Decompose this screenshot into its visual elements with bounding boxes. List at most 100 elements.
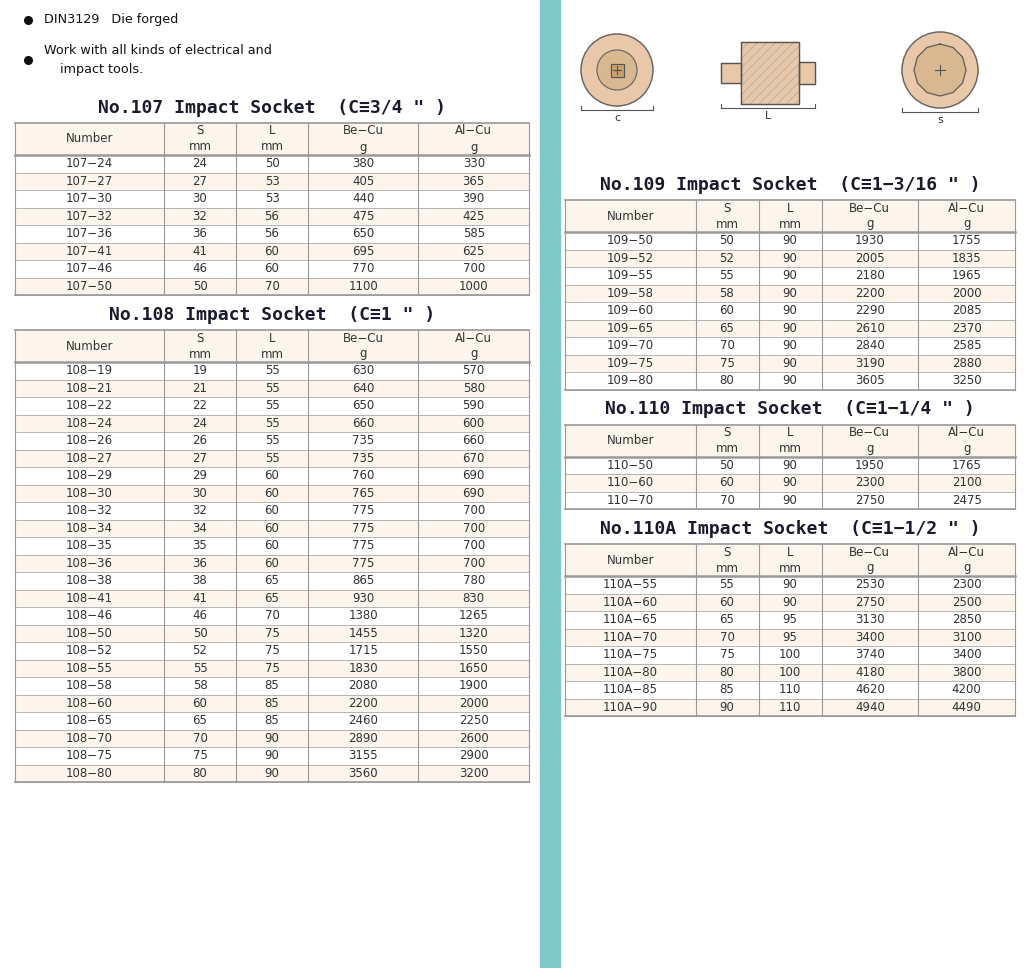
Text: 108−80: 108−80 xyxy=(67,767,113,780)
Text: 2005: 2005 xyxy=(855,252,885,265)
Text: s: s xyxy=(937,115,943,125)
Text: 475: 475 xyxy=(352,210,375,223)
Text: 630: 630 xyxy=(352,364,375,378)
Text: 108−75: 108−75 xyxy=(66,749,113,762)
Text: 865: 865 xyxy=(352,574,375,588)
Text: 75: 75 xyxy=(264,626,280,640)
Text: Al−Cu
g: Al−Cu g xyxy=(456,125,493,154)
Text: 3100: 3100 xyxy=(952,631,981,644)
Text: 90: 90 xyxy=(782,304,798,318)
Text: 108−52: 108−52 xyxy=(66,645,113,657)
Text: Number: Number xyxy=(606,434,654,447)
Text: 660: 660 xyxy=(352,417,375,430)
Text: 107−24: 107−24 xyxy=(66,157,114,170)
Text: 780: 780 xyxy=(463,574,485,588)
Text: 2460: 2460 xyxy=(348,714,378,727)
Text: 695: 695 xyxy=(352,245,375,257)
Text: 570: 570 xyxy=(463,364,485,378)
Text: 735: 735 xyxy=(352,452,375,465)
Text: 65: 65 xyxy=(264,591,280,605)
Bar xyxy=(565,354,1015,372)
Text: 90: 90 xyxy=(782,578,798,591)
Bar xyxy=(565,319,1015,337)
Text: 365: 365 xyxy=(463,175,485,188)
Text: 109−50: 109−50 xyxy=(607,234,653,247)
Text: 60: 60 xyxy=(720,476,734,489)
Text: 60: 60 xyxy=(720,595,734,609)
Text: 2475: 2475 xyxy=(951,494,982,507)
Text: 108−50: 108−50 xyxy=(67,626,113,640)
Bar xyxy=(565,232,1015,250)
Text: 55: 55 xyxy=(193,662,208,675)
Text: 3155: 3155 xyxy=(348,749,378,762)
Text: 2850: 2850 xyxy=(952,614,981,626)
Text: 50: 50 xyxy=(720,234,734,247)
Bar xyxy=(565,611,1015,628)
Bar xyxy=(565,544,1015,576)
Text: 625: 625 xyxy=(463,245,485,257)
Bar xyxy=(15,278,529,295)
Text: 670: 670 xyxy=(463,452,485,465)
Text: Be−Cu
g: Be−Cu g xyxy=(849,546,891,574)
Text: 55: 55 xyxy=(264,452,280,465)
Bar xyxy=(565,425,1015,457)
Text: 110A−75: 110A−75 xyxy=(603,649,657,661)
Text: 58: 58 xyxy=(193,680,208,692)
Text: 109−52: 109−52 xyxy=(606,252,653,265)
Text: 65: 65 xyxy=(193,714,208,727)
Text: 32: 32 xyxy=(193,504,208,517)
Text: 108−27: 108−27 xyxy=(66,452,113,465)
Text: 110−60: 110−60 xyxy=(606,476,653,489)
Bar xyxy=(15,642,529,659)
Bar xyxy=(565,474,1015,492)
Text: 108−24: 108−24 xyxy=(66,417,113,430)
Bar xyxy=(799,62,815,84)
Text: 95: 95 xyxy=(782,614,798,626)
Text: 109−70: 109−70 xyxy=(606,339,653,352)
Text: 2080: 2080 xyxy=(348,680,378,692)
Text: 60: 60 xyxy=(720,304,734,318)
Text: 1965: 1965 xyxy=(951,269,982,283)
Bar xyxy=(15,155,529,172)
Text: 70: 70 xyxy=(720,339,734,352)
Text: 690: 690 xyxy=(463,469,485,482)
Bar xyxy=(15,243,529,260)
Polygon shape xyxy=(914,44,966,96)
Text: 109−58: 109−58 xyxy=(607,287,653,300)
Text: Al−Cu
g: Al−Cu g xyxy=(948,546,985,574)
Bar xyxy=(15,712,529,730)
Text: 830: 830 xyxy=(463,591,484,605)
Text: 90: 90 xyxy=(264,767,280,780)
Text: 85: 85 xyxy=(264,714,280,727)
Text: 19: 19 xyxy=(193,364,208,378)
Text: 109−80: 109−80 xyxy=(607,375,653,387)
Text: 3200: 3200 xyxy=(459,767,488,780)
Text: 650: 650 xyxy=(352,399,375,412)
Text: 3560: 3560 xyxy=(348,767,378,780)
Text: 36: 36 xyxy=(193,557,208,570)
Text: 32: 32 xyxy=(193,210,208,223)
Bar xyxy=(15,449,529,467)
Text: 1100: 1100 xyxy=(348,280,378,292)
Text: 440: 440 xyxy=(352,193,375,205)
Text: 2530: 2530 xyxy=(855,578,885,591)
Text: 760: 760 xyxy=(352,469,375,482)
Text: 108−70: 108−70 xyxy=(66,732,113,744)
Text: Be−Cu
g: Be−Cu g xyxy=(343,331,384,360)
Text: Number: Number xyxy=(606,209,654,223)
Text: 90: 90 xyxy=(782,494,798,507)
Text: L
mm: L mm xyxy=(260,125,284,154)
Text: 110A−65: 110A−65 xyxy=(603,614,657,626)
Text: 1000: 1000 xyxy=(459,280,488,292)
Text: 110A−90: 110A−90 xyxy=(603,701,657,713)
Text: 700: 700 xyxy=(463,557,485,570)
Text: 775: 775 xyxy=(352,539,375,553)
Text: L
mm: L mm xyxy=(260,331,284,360)
Text: 24: 24 xyxy=(193,157,208,170)
Bar xyxy=(15,572,529,590)
Text: 90: 90 xyxy=(782,339,798,352)
Text: 1320: 1320 xyxy=(459,626,488,640)
Text: 108−41: 108−41 xyxy=(66,591,113,605)
Text: 770: 770 xyxy=(352,262,375,275)
Text: 3400: 3400 xyxy=(952,649,981,661)
